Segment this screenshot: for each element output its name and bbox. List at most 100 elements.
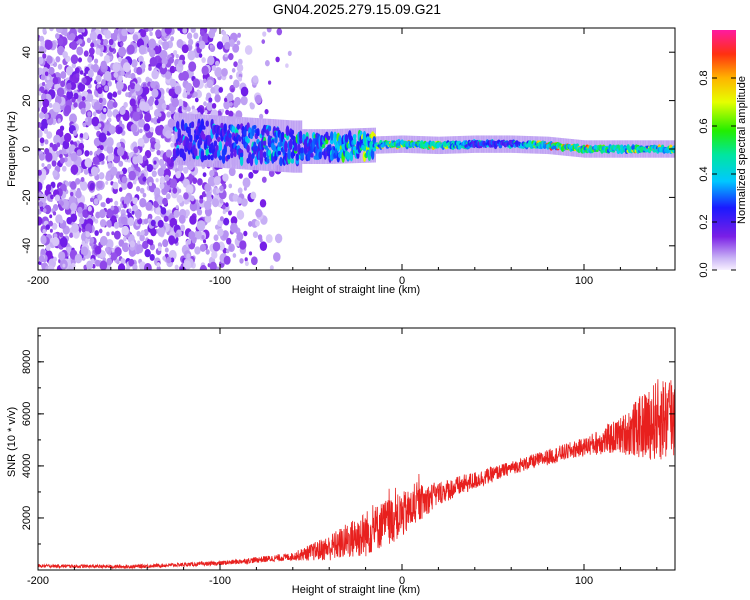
noise-cell — [219, 216, 224, 222]
noise-cell — [147, 81, 152, 87]
noise-cell — [69, 33, 76, 41]
noise-cell — [157, 246, 162, 252]
noise-cell — [77, 57, 83, 63]
noise-cell — [185, 82, 193, 93]
ridge-cell — [246, 138, 251, 144]
noise-cell — [110, 205, 115, 211]
noise-cell — [55, 33, 60, 39]
noise-cell — [259, 241, 268, 251]
noise-cell — [224, 53, 228, 58]
noise-cell — [77, 28, 83, 34]
noise-cell — [237, 58, 243, 65]
noise-cell — [106, 100, 114, 110]
noise-cell — [75, 189, 82, 199]
noise-cell — [99, 219, 107, 228]
noise-cell — [106, 120, 110, 125]
noise-cell — [44, 139, 49, 145]
noise-cell — [212, 241, 221, 252]
noise-cell — [169, 178, 178, 189]
noise-cell — [60, 200, 64, 207]
noise-cell — [184, 199, 189, 205]
noise-cell — [226, 92, 234, 102]
noise-cell — [170, 142, 174, 148]
colorbar: 0.0 0.2 0.4 0.6 0.8 Normalized spectral ampl… — [698, 30, 748, 278]
noise-cell — [121, 242, 130, 253]
ridge-cell — [256, 130, 260, 137]
noise-cell — [135, 186, 141, 192]
noise-cell — [48, 103, 53, 109]
noise-cell — [114, 200, 119, 206]
noise-cell — [97, 194, 103, 201]
noise-cell — [136, 107, 141, 112]
colorbar-tick-label: 0.2 — [698, 214, 710, 229]
noise-cell — [99, 209, 106, 219]
y-tick-label: 4000 — [21, 454, 33, 478]
noise-cell — [113, 28, 119, 35]
noise-cell — [166, 256, 172, 264]
noise-cell — [64, 104, 72, 115]
noise-cell — [240, 95, 248, 106]
snr-frame — [37, 327, 676, 571]
noise-cell — [123, 203, 127, 209]
noise-cell — [152, 117, 159, 125]
noise-cell — [146, 239, 151, 245]
noise-cell — [107, 92, 113, 100]
noise-cell — [155, 125, 163, 136]
noise-cell — [164, 247, 169, 253]
noise-cell — [219, 198, 224, 204]
noise-cell — [189, 201, 198, 212]
noise-cell — [111, 215, 117, 223]
noise-cell — [45, 224, 50, 230]
noise-cell — [237, 187, 243, 194]
noise-cell — [121, 181, 128, 190]
noise-cell — [205, 249, 210, 255]
noise-cell — [39, 137, 45, 144]
noise-cell — [175, 232, 179, 238]
ridge-halo — [174, 113, 177, 166]
noise-cell — [143, 262, 152, 270]
x-tick-label: -100 — [209, 275, 231, 287]
noise-cell — [259, 199, 267, 208]
spectrogram-y-label: Frequency (Hz) — [6, 111, 18, 187]
noise-cell — [175, 170, 182, 179]
colorbar-ticks: 0.0 0.2 0.4 0.6 0.8 — [698, 70, 736, 278]
ridge-cell — [203, 154, 208, 161]
noise-cell — [216, 188, 220, 194]
noise-cell — [121, 167, 128, 175]
noise-cell — [233, 79, 240, 88]
noise-cell — [264, 60, 270, 67]
noise-cell — [59, 232, 64, 238]
noise-cell — [209, 169, 215, 177]
ridge-cell — [213, 150, 218, 159]
noise-cell — [183, 263, 187, 268]
noise-cell — [139, 198, 147, 208]
noise-cell — [188, 38, 194, 46]
noise-cell — [107, 162, 113, 169]
noise-cell — [39, 35, 45, 43]
noise-cell — [148, 66, 152, 71]
noise-cell — [166, 180, 171, 186]
noise-cell — [168, 88, 175, 97]
ridge-cell — [290, 157, 295, 164]
noise-cell — [109, 56, 113, 61]
noise-cell — [161, 63, 166, 69]
noise-cell — [88, 47, 95, 56]
noise-cell — [89, 237, 95, 244]
noise-cell — [44, 71, 49, 77]
noise-cell — [104, 70, 112, 81]
ridge-cell — [372, 136, 377, 145]
noise-cell — [228, 167, 236, 177]
ridge-cell — [346, 151, 350, 160]
noise-cell — [207, 176, 216, 187]
noise-cell — [230, 222, 238, 233]
noise-cell — [223, 255, 231, 265]
noise-cell — [99, 235, 108, 246]
noise-cell — [239, 258, 244, 264]
noise-cell — [92, 111, 97, 117]
noise-cell — [41, 106, 48, 115]
noise-cell — [273, 252, 281, 262]
noise-cell — [144, 249, 151, 258]
noise-cell — [222, 204, 226, 210]
noise-cell — [187, 50, 196, 61]
